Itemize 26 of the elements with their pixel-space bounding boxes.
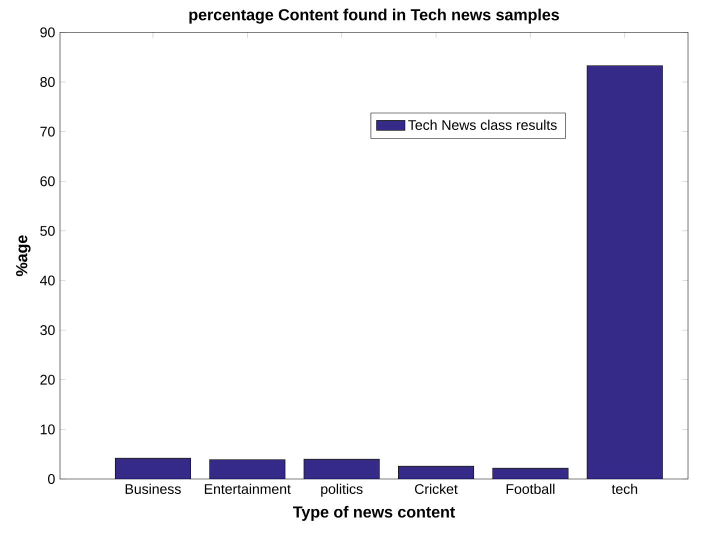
legend-label: Tech News class results: [408, 120, 557, 130]
y-tick-label: 60: [40, 176, 55, 186]
y-tick-label: 0: [48, 474, 55, 484]
bar: [398, 466, 474, 480]
chart-title: percentage Content found in Tech news samples: [189, 8, 559, 24]
x-axis-title: Type of news content: [293, 506, 455, 521]
y-tick-label: 90: [40, 27, 55, 38]
y-tick-label: 30: [40, 325, 55, 336]
y-tick-label: 50: [40, 226, 55, 236]
y-tick-label: 40: [40, 276, 55, 286]
y-tick-label: 70: [40, 126, 55, 137]
x-tick-label: tech: [612, 484, 638, 494]
x-tick-label: Business: [126, 484, 181, 494]
y-tick-label: 80: [40, 77, 55, 87]
bar: [210, 460, 286, 480]
x-tick-label: Entertainment: [204, 484, 291, 494]
bar: [492, 468, 568, 480]
bar: [115, 458, 191, 480]
y-axis-title: %age: [16, 235, 31, 276]
bar: [304, 459, 380, 480]
x-tick-label: Cricket: [414, 484, 458, 494]
bar: [586, 65, 663, 480]
x-tick-label: Football: [506, 484, 554, 494]
y-tick-label: 10: [40, 424, 55, 434]
x-tick-label: politics: [321, 484, 363, 497]
y-tick-label: 20: [40, 374, 55, 385]
